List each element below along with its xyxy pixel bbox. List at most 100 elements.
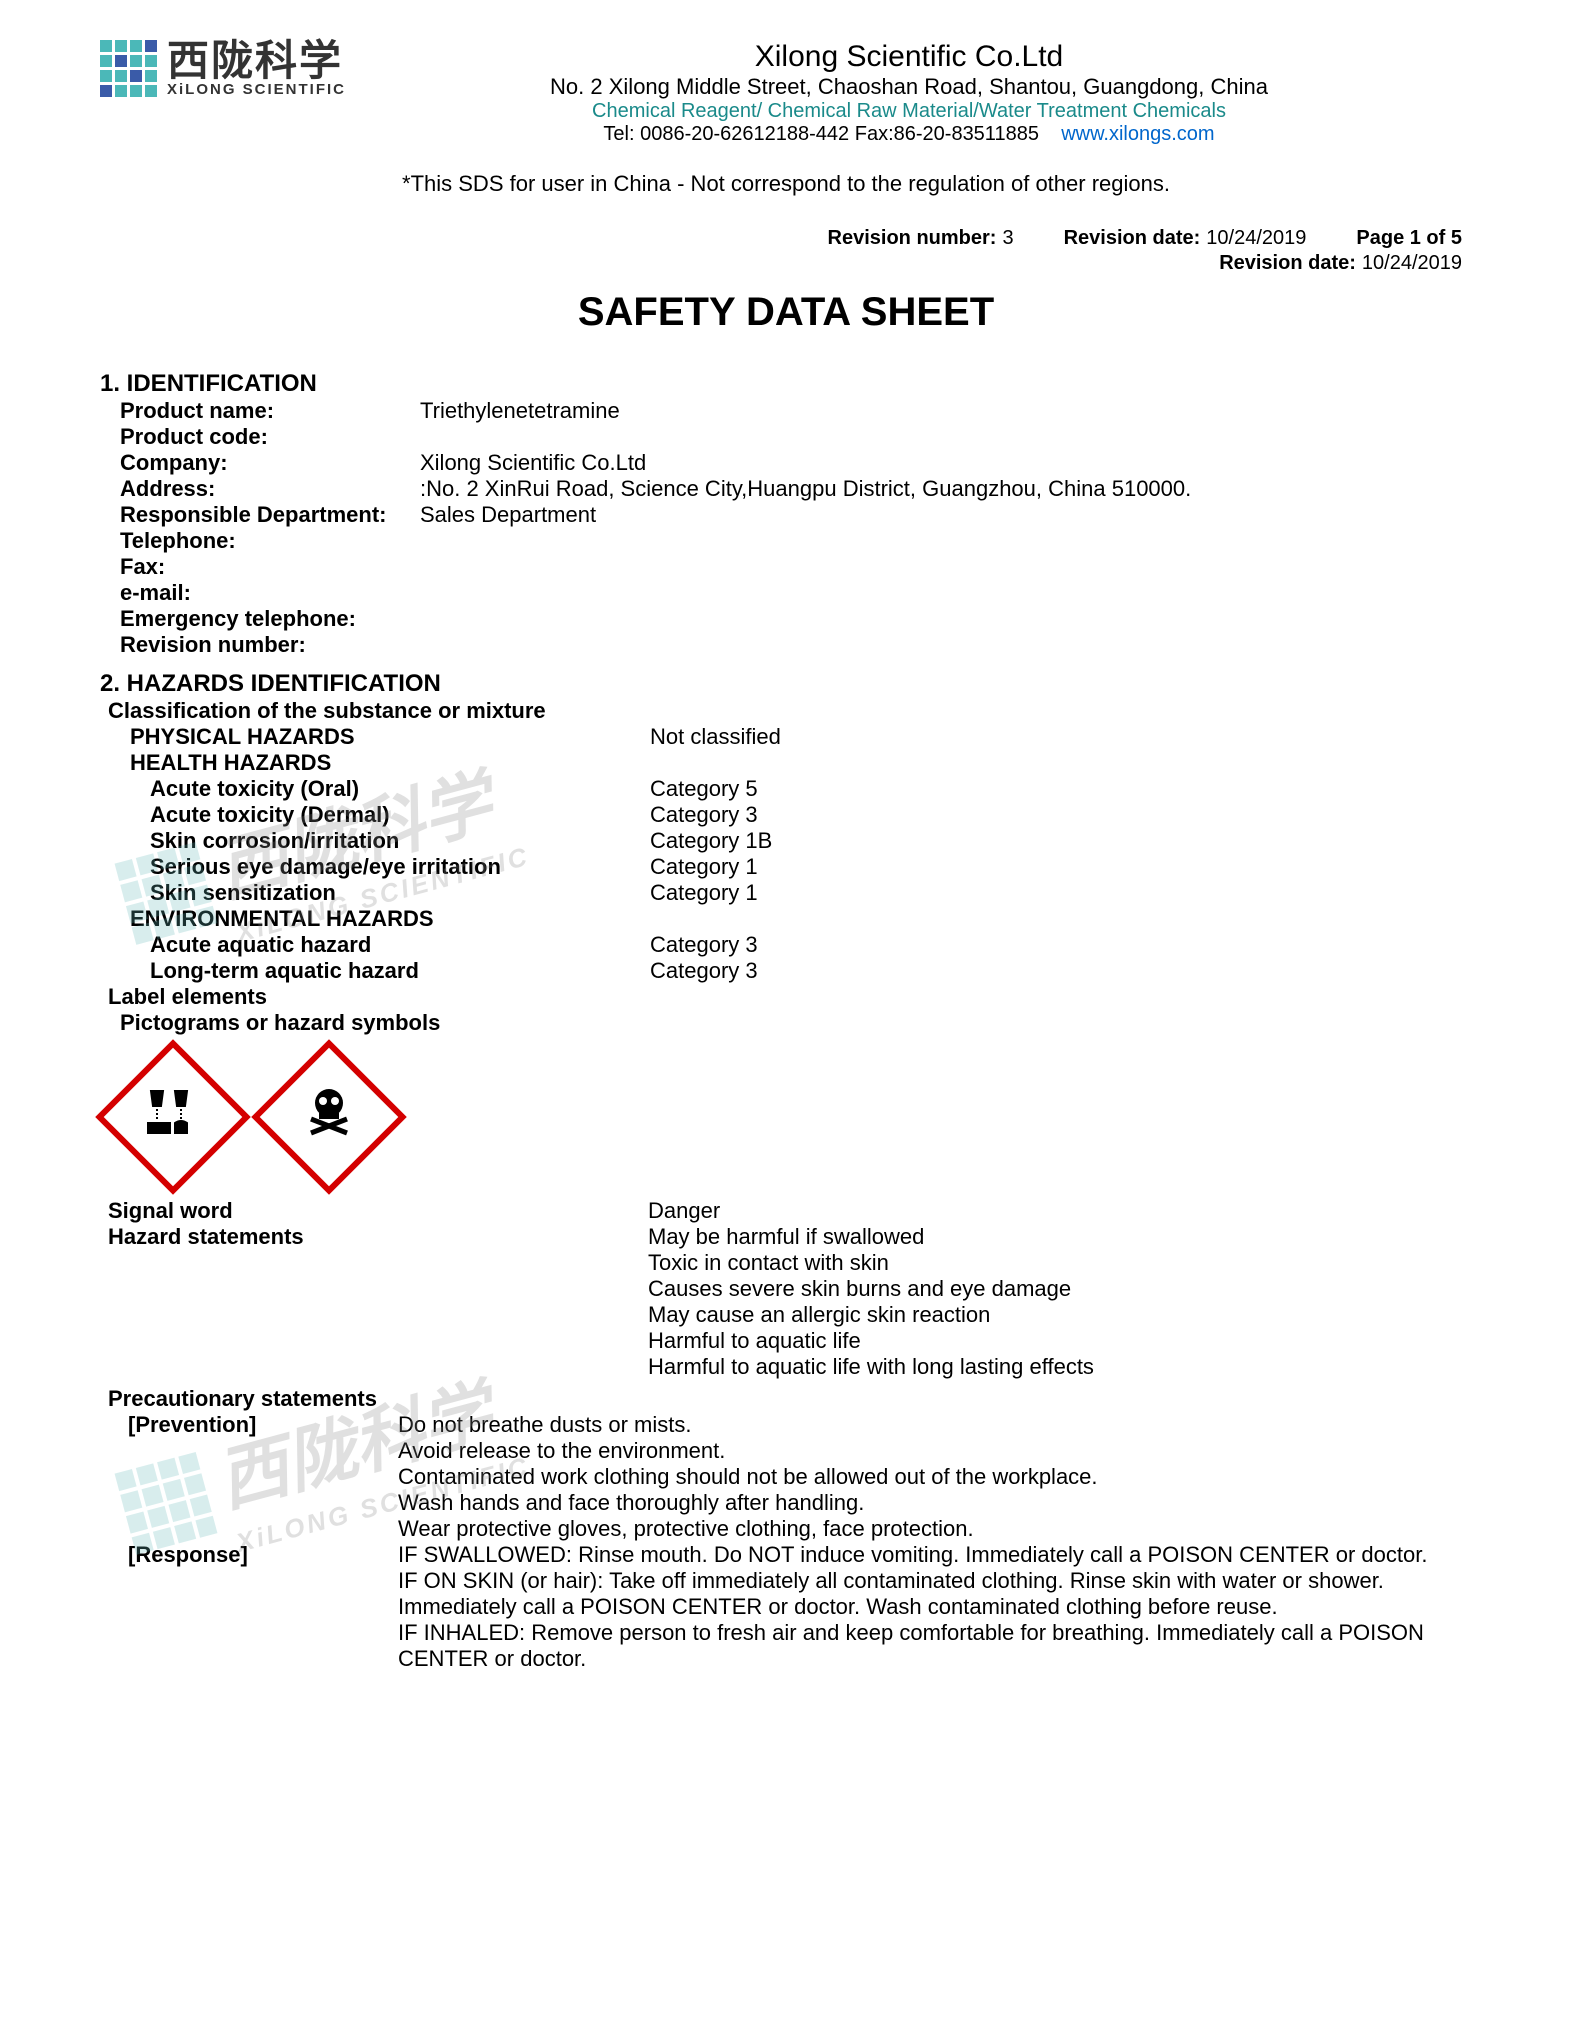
hazard-row: Skin sensitizationCategory 1 <box>150 880 1472 906</box>
identification-row: Product name:Triethylenetetramine <box>120 398 1472 424</box>
field-label: Product code: <box>120 424 420 450</box>
identification-row: Fax: <box>120 554 1472 580</box>
company-name: Xilong Scientific Co.Ltd <box>346 40 1472 74</box>
field-label: e-mail: <box>120 580 420 606</box>
hazard-statements-label: Hazard statements <box>108 1224 648 1380</box>
prevention-statement: Avoid release to the environment. <box>398 1438 1472 1464</box>
revision-number: Revision number:3 <box>828 227 1014 250</box>
company-address: No. 2 Xilong Middle Street, Chaoshan Roa… <box>346 74 1472 100</box>
hazard-label: Acute aquatic hazard <box>150 932 650 958</box>
hazard-category: Category 1B <box>650 828 772 854</box>
field-value <box>420 580 1472 606</box>
revision-date: Revision date:10/24/2019 <box>1064 227 1307 250</box>
field-label: Product name: <box>120 398 420 424</box>
classification-heading: Classification of the substance or mixtu… <box>108 698 1472 724</box>
company-description: Chemical Reagent/ Chemical Raw Material/… <box>346 100 1472 123</box>
response-label: [Response] <box>108 1542 398 1672</box>
response-statements: IF SWALLOWED: Rinse mouth. Do NOT induce… <box>398 1542 1472 1672</box>
field-value: Sales Department <box>420 502 1472 528</box>
label-elements-heading: Label elements <box>108 984 1472 1010</box>
physical-hazards-label: PHYSICAL HAZARDS <box>130 724 650 750</box>
company-contact: Tel: 0086-20-62612188-442 Fax:86-20-8351… <box>346 123 1472 146</box>
identification-row: Emergency telephone: <box>120 606 1472 632</box>
hazard-category: Category 3 <box>650 958 758 984</box>
document-header: 西陇科学 XiLONG SCIENTIFIC Xilong Scientific… <box>100 40 1472 146</box>
field-value: Xilong Scientific Co.Ltd <box>420 450 1472 476</box>
company-info: Xilong Scientific Co.Ltd No. 2 Xilong Mi… <box>346 40 1472 146</box>
hazard-category: Category 1 <box>650 880 758 906</box>
hazard-category: Category 3 <box>650 932 758 958</box>
hazard-statement: Harmful to aquatic life with long lastin… <box>648 1354 1472 1380</box>
field-value <box>420 632 1472 658</box>
company-tel: Tel: 0086-20-62612188-442 Fax:86-20-8351… <box>603 123 1039 145</box>
identification-row: Address::No. 2 XinRui Road, Science City… <box>120 476 1472 502</box>
field-label: Telephone: <box>120 528 420 554</box>
field-label: Address: <box>120 476 420 502</box>
hazard-pictograms <box>100 1044 1472 1190</box>
company-logo: 西陇科学 XiLONG SCIENTIFIC <box>100 40 346 97</box>
hazard-row: Acute toxicity (Dermal)Category 3 <box>150 802 1472 828</box>
prevention-label: [Prevention] <box>108 1412 398 1542</box>
identification-row: Telephone: <box>120 528 1472 554</box>
field-label: Revision number: <box>120 632 420 658</box>
field-label: Fax: <box>120 554 420 580</box>
hazard-row: Skin corrosion/irritationCategory 1B <box>150 828 1472 854</box>
field-value: Triethylenetetramine <box>420 398 1472 424</box>
hazard-label: Skin corrosion/irritation <box>150 828 650 854</box>
prevention-statements: Do not breathe dusts or mists.Avoid rele… <box>398 1412 1472 1542</box>
field-value <box>420 606 1472 632</box>
environmental-hazards-label: ENVIRONMENTAL HAZARDS <box>130 906 650 932</box>
hazard-category: Category 1 <box>650 854 758 880</box>
hazard-row: Acute toxicity (Oral)Category 5 <box>150 776 1472 802</box>
response-statement: IF INHALED: Remove person to fresh air a… <box>398 1620 1472 1672</box>
hazard-statement: May be harmful if swallowed <box>648 1224 1472 1250</box>
hazard-statement: Causes severe skin burns and eye damage <box>648 1276 1472 1302</box>
prevention-statement: Do not breathe dusts or mists. <box>398 1412 1472 1438</box>
signal-word-value: Danger <box>648 1198 1472 1224</box>
document-title: SAFETY DATA SHEET <box>100 290 1472 335</box>
hazard-label: Long-term aquatic hazard <box>150 958 650 984</box>
page-indicator: Page 1 of 5 <box>1356 227 1462 250</box>
logo-english: XiLONG SCIENTIFIC <box>167 82 346 97</box>
hazard-row: Long-term aquatic hazardCategory 3 <box>150 958 1472 984</box>
section-1-title: 1. IDENTIFICATION <box>100 370 1472 398</box>
hazard-category: Category 3 <box>650 802 758 828</box>
identification-row: Product code: <box>120 424 1472 450</box>
field-value <box>420 424 1472 450</box>
field-label: Emergency telephone: <box>120 606 420 632</box>
prevention-statement: Contaminated work clothing should not be… <box>398 1464 1472 1490</box>
prevention-statement: Wash hands and face thoroughly after han… <box>398 1490 1472 1516</box>
field-label: Company: <box>120 450 420 476</box>
precautionary-heading: Precautionary statements <box>108 1386 1472 1412</box>
pictograms-heading: Pictograms or hazard symbols <box>120 1010 1472 1036</box>
hazard-label: Acute toxicity (Dermal) <box>150 802 650 828</box>
prevention-statement: Wear protective gloves, protective cloth… <box>398 1516 1472 1542</box>
field-label: Responsible Department: <box>120 502 420 528</box>
sds-region-note: *This SDS for user in China - Not corres… <box>100 171 1472 197</box>
signal-word-label: Signal word <box>108 1198 648 1224</box>
field-value <box>420 554 1472 580</box>
section-2-title: 2. HAZARDS IDENTIFICATION <box>100 670 1472 698</box>
hazard-row: Serious eye damage/eye irritationCategor… <box>150 854 1472 880</box>
hazard-statement: Harmful to aquatic life <box>648 1328 1472 1354</box>
identification-row: e-mail: <box>120 580 1472 606</box>
response-statement: IF SWALLOWED: Rinse mouth. Do NOT induce… <box>398 1542 1472 1568</box>
corrosion-pictogram <box>95 1039 251 1195</box>
hazard-statements-list: May be harmful if swallowedToxic in cont… <box>648 1224 1472 1380</box>
health-hazards-label: HEALTH HAZARDS <box>130 750 650 776</box>
skull-crossbones-pictogram <box>251 1039 407 1195</box>
identification-row: Responsible Department:Sales Department <box>120 502 1472 528</box>
hazard-label: Skin sensitization <box>150 880 650 906</box>
company-website-link[interactable]: www.xilongs.com <box>1061 123 1214 145</box>
physical-hazards-value: Not classified <box>650 724 781 750</box>
hazard-statement: Toxic in contact with skin <box>648 1250 1472 1276</box>
hazard-label: Serious eye damage/eye irritation <box>150 854 650 880</box>
hazard-category: Category 5 <box>650 776 758 802</box>
identification-row: Revision number: <box>120 632 1472 658</box>
revision-info-line: Revision number:3 Revision date:10/24/20… <box>100 227 1472 252</box>
logo-chinese: 西陇科学 <box>167 40 346 82</box>
field-value: :No. 2 XinRui Road, Science City,Huangpu… <box>420 476 1472 502</box>
hazard-row: Acute aquatic hazardCategory 3 <box>150 932 1472 958</box>
identification-row: Company:Xilong Scientific Co.Ltd <box>120 450 1472 476</box>
response-statement: IF ON SKIN (or hair): Take off immediate… <box>398 1568 1472 1620</box>
